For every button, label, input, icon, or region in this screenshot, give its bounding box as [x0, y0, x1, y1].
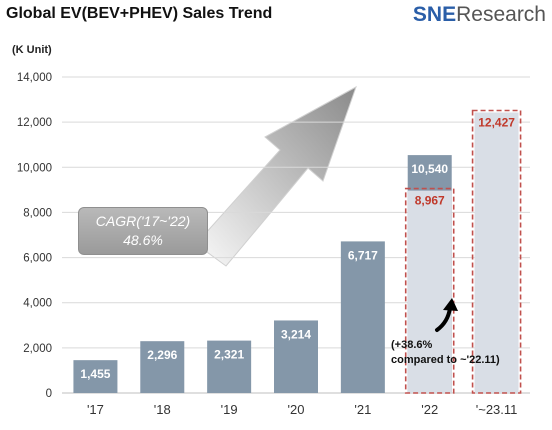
y-axis-unit: (K Unit) [12, 44, 52, 56]
y-tick-label: 14,000 [17, 72, 52, 84]
y-tick-label: 0 [46, 388, 52, 400]
comparison-data-label: 8,967 [415, 194, 445, 208]
bar [207, 340, 252, 393]
y-tick-label: 4,000 [23, 298, 52, 310]
growth-note-line1: (+38.6% [391, 339, 433, 351]
x-tick-label: '18 [154, 402, 171, 417]
x-tick-label: '22 [421, 402, 438, 417]
growth-note-line2: compared to ~'22.11) [391, 354, 500, 366]
data-label: 6,717 [348, 248, 378, 262]
y-tick-label: 2,000 [23, 343, 52, 355]
data-label: 12,427 [478, 116, 515, 130]
chart-title: Global EV(BEV+PHEV) Sales Trend [6, 5, 273, 22]
bar [73, 360, 118, 393]
cagr-box: CAGR('17~'22) 48.6% [78, 207, 208, 255]
x-tick-label: '19 [221, 402, 238, 417]
logo-sne: SNE [412, 3, 457, 26]
growth-small-arrow-head [443, 298, 458, 311]
bar [140, 341, 185, 393]
data-label: 2,296 [147, 348, 177, 362]
y-tick-label: 12,000 [17, 117, 52, 129]
data-label: 3,214 [281, 327, 311, 341]
cagr-label: CAGR('17~'22) [95, 213, 191, 229]
comparison-bar [407, 190, 452, 393]
bar [474, 112, 519, 394]
bar [274, 320, 318, 393]
comparison-dashed-outline [404, 187, 455, 394]
cagr-value: 48.6% [123, 232, 163, 248]
x-tick-label: '17 [87, 402, 104, 417]
growth-note: (+38.6% compared to ~'22.11) [391, 338, 500, 368]
y-tick-label: 6,000 [23, 253, 52, 265]
sne-research-logo: SNEResearch [413, 3, 546, 27]
data-label: 2,321 [214, 348, 244, 362]
data-label: 1,455 [80, 367, 110, 381]
y-tick-label: 10,000 [17, 162, 52, 174]
bar [340, 241, 385, 393]
x-tick-label: '~23.11 [476, 402, 518, 417]
logo-research: Research [456, 3, 546, 26]
growth-arrow [195, 85, 357, 267]
x-tick-label: '21 [354, 402, 371, 417]
x-tick-label: '20 [288, 402, 305, 417]
forecast-dashed-outline [471, 109, 522, 394]
y-tick-label: 8,000 [23, 207, 52, 219]
data-label: 10,540 [411, 162, 448, 176]
